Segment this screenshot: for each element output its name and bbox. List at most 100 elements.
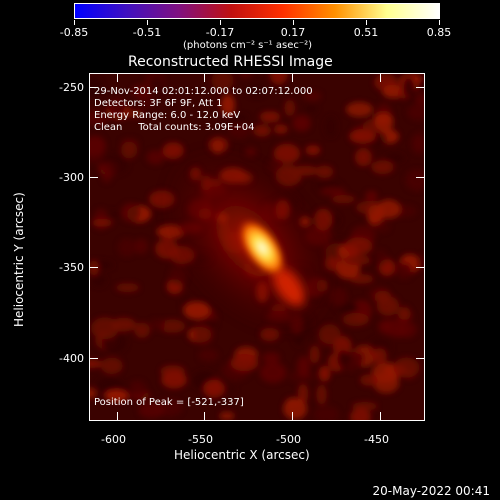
secondary-source bbox=[273, 267, 305, 307]
mottle-blob bbox=[159, 319, 186, 333]
colorbar-tick bbox=[220, 20, 221, 25]
mottle-blob bbox=[253, 124, 271, 137]
x-tick-label: -450 bbox=[364, 433, 389, 446]
mottle-blob bbox=[134, 238, 148, 254]
mottle-blob bbox=[350, 274, 374, 284]
x-tick-top bbox=[204, 73, 205, 82]
x-tick-top bbox=[292, 73, 293, 82]
mottle-blob bbox=[393, 357, 420, 378]
y-axis-label: Heliocentric Y (arcsec) bbox=[12, 192, 26, 327]
mottle-blob bbox=[161, 371, 187, 389]
peak-source bbox=[238, 218, 287, 278]
mottle-blob bbox=[356, 200, 383, 215]
mottle-blob bbox=[194, 323, 213, 345]
y-tick-label: -350 bbox=[59, 261, 84, 274]
mottle-blob bbox=[297, 356, 310, 378]
info-clean-counts: Clean Total counts: 3.09E+04 bbox=[94, 122, 255, 133]
colorbar-tick-label: -0.85 bbox=[59, 26, 89, 39]
mottle-blob bbox=[371, 160, 394, 175]
colorbar-units: (photons cm⁻² s⁻¹ asec⁻²) bbox=[183, 40, 313, 51]
mottle-blob bbox=[331, 194, 356, 204]
image-plot: 29-Nov-2014 02:01:12.000 to 02:07:12.000… bbox=[89, 73, 425, 421]
mottle-blob bbox=[324, 116, 337, 138]
mottle-blob bbox=[101, 162, 112, 183]
x-axis-label: Heliocentric X (arcsec) bbox=[174, 448, 310, 462]
mottle-blob bbox=[89, 387, 97, 399]
mottle-blob bbox=[104, 389, 129, 402]
rhessi-image bbox=[89, 73, 425, 421]
mottle-blob bbox=[349, 129, 376, 144]
info-time: 29-Nov-2014 02:01:12.000 to 02:07:12.000 bbox=[94, 86, 313, 97]
mottle-blob bbox=[376, 199, 401, 219]
mottle-blob bbox=[352, 351, 364, 366]
colorbar-tick bbox=[366, 20, 367, 25]
mottle-blob bbox=[91, 274, 106, 287]
mottle-blob bbox=[365, 190, 378, 202]
colorbar-tick bbox=[74, 20, 75, 25]
x-tick bbox=[117, 412, 118, 421]
colorbar-tick-label: 0.85 bbox=[426, 26, 452, 39]
mottle-blob bbox=[269, 73, 288, 85]
mottle-blob bbox=[372, 348, 387, 364]
mottle-blob bbox=[183, 301, 211, 320]
plot-frame bbox=[89, 73, 425, 421]
mottle-blob bbox=[411, 133, 425, 154]
mottle-blob bbox=[138, 402, 165, 419]
y-tick-right bbox=[416, 87, 425, 88]
mottle-blob bbox=[284, 99, 296, 117]
mottle-blob bbox=[162, 142, 184, 159]
x-tick bbox=[380, 412, 381, 421]
mottle-blob bbox=[373, 221, 390, 233]
mottle-blob bbox=[344, 237, 373, 255]
mottle-blob bbox=[318, 365, 331, 382]
mottle-blob bbox=[305, 145, 321, 156]
mottle-blob bbox=[91, 218, 113, 227]
x-tick-label: -500 bbox=[276, 433, 301, 446]
y-tick-right bbox=[416, 267, 425, 268]
y-tick-right bbox=[416, 358, 425, 359]
mottle-blob bbox=[203, 379, 225, 398]
x-tick-top bbox=[380, 73, 381, 82]
mottle-blob bbox=[344, 255, 371, 266]
mottle-blob bbox=[309, 345, 320, 364]
mottle-blob bbox=[292, 115, 311, 132]
mottle-blob bbox=[273, 143, 300, 164]
info-energy: Energy Range: 6.0 - 12.0 keV bbox=[94, 110, 241, 121]
colorbar bbox=[74, 3, 440, 19]
peak-position: Position of Peak = [-521,-337] bbox=[94, 397, 244, 408]
mottle-blob bbox=[115, 283, 140, 293]
mottle-blob bbox=[346, 101, 373, 117]
mottle-blob bbox=[360, 374, 378, 386]
mottle-blob bbox=[355, 148, 372, 167]
mottle-blob bbox=[198, 349, 218, 362]
colorbar-tick-label: 0.17 bbox=[280, 26, 306, 39]
mottle-blob bbox=[337, 303, 359, 314]
mottle-blob bbox=[283, 398, 307, 420]
colorbar-tick bbox=[293, 20, 294, 25]
mottle-blob bbox=[374, 73, 398, 91]
mottle-blob bbox=[120, 141, 138, 159]
mottle-blob bbox=[304, 103, 318, 114]
x-tick bbox=[204, 412, 205, 421]
mottle-blob bbox=[405, 169, 425, 191]
y-tick bbox=[89, 267, 98, 268]
colorbar-tick-label: -0.51 bbox=[132, 26, 162, 39]
y-tick-label: -300 bbox=[59, 171, 84, 184]
mottle-blob bbox=[318, 324, 341, 345]
mottle-blob bbox=[398, 306, 411, 321]
mottle-blob bbox=[402, 76, 415, 97]
y-tick bbox=[89, 177, 98, 178]
x-tick-top bbox=[117, 73, 118, 82]
mottle-blob bbox=[89, 359, 103, 369]
mottle-blob bbox=[316, 384, 327, 405]
plot-title: Reconstructed RHESSI Image bbox=[128, 54, 333, 70]
x-tick bbox=[292, 412, 293, 421]
mottle-blob bbox=[129, 380, 147, 397]
mottle-blob bbox=[125, 109, 144, 118]
y-tick bbox=[89, 87, 98, 88]
mottle-blob bbox=[297, 383, 309, 405]
mottle-blob bbox=[259, 111, 281, 123]
mottle-blob bbox=[89, 109, 106, 126]
mottle-blob bbox=[337, 349, 349, 368]
x-tick-label: -600 bbox=[101, 433, 126, 446]
